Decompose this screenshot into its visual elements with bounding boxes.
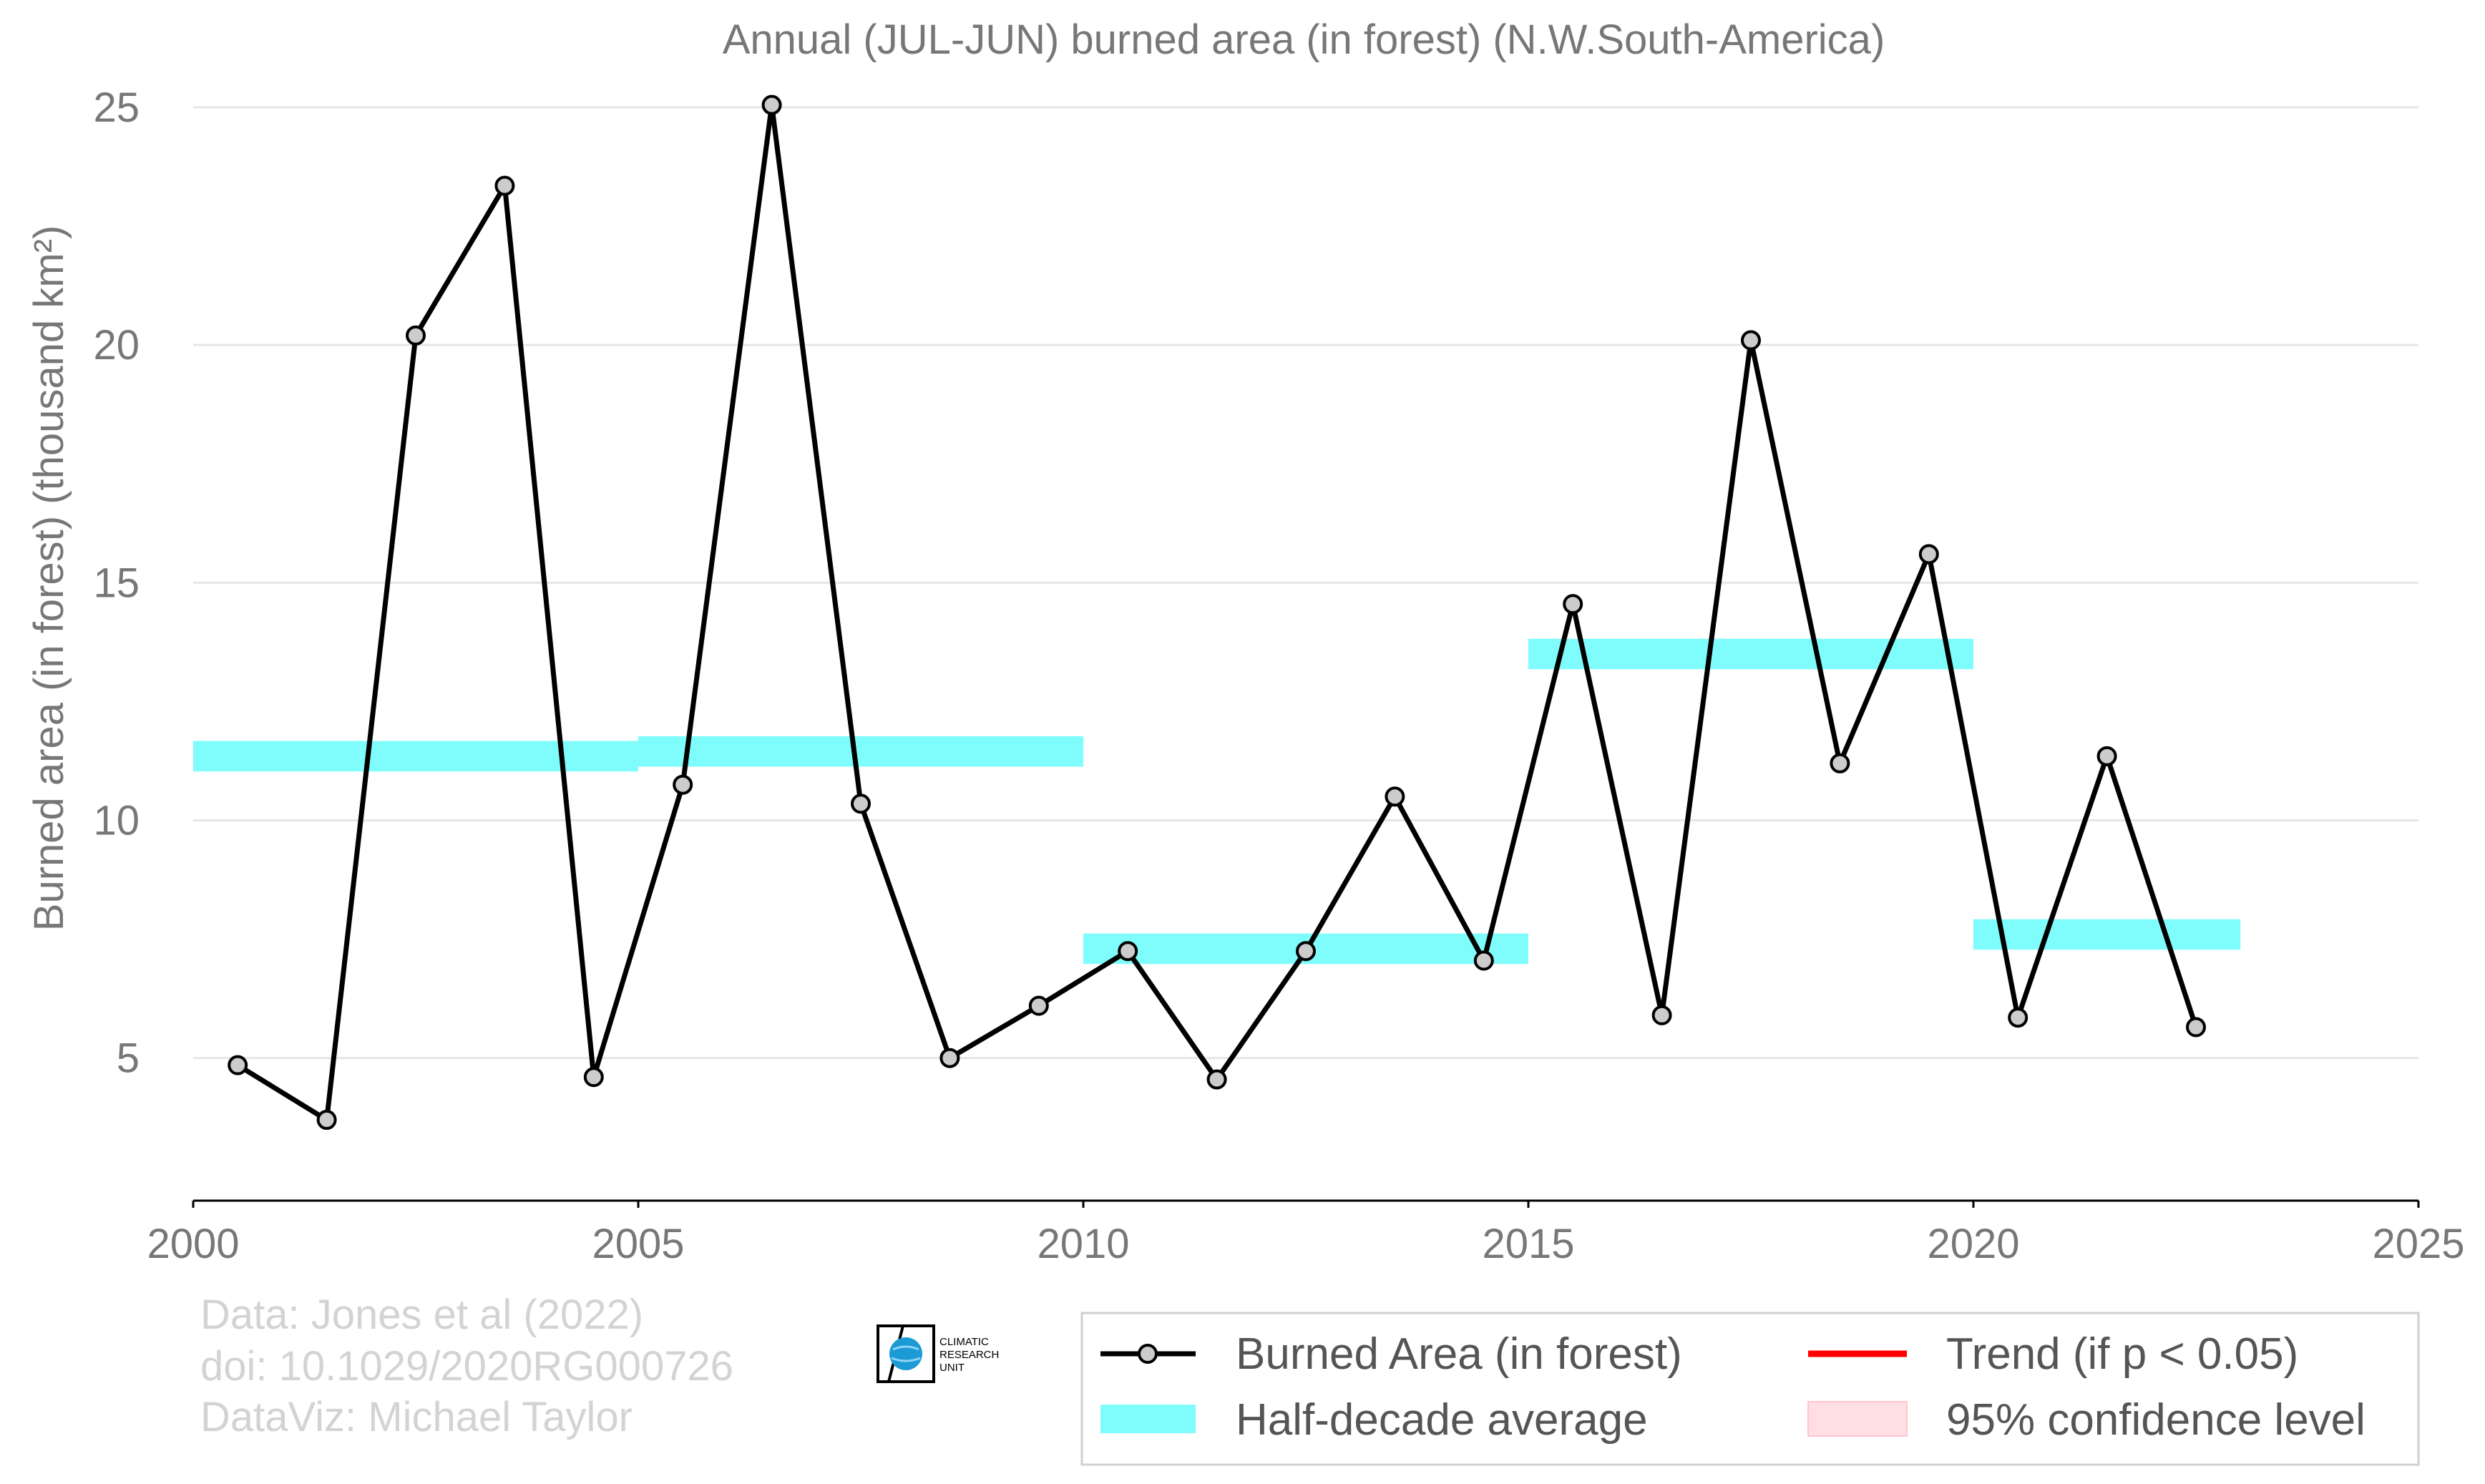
y-tick-label: 10 xyxy=(93,798,140,844)
data-point xyxy=(2186,1017,2206,1038)
x-tick-label: 2000 xyxy=(147,1221,239,1267)
y-axis-title: Burned area (in forest) (thousand km²) xyxy=(26,225,72,931)
legend-item-half-decade: Half-decade average xyxy=(1100,1395,1648,1445)
cru-logo: CLIMATIC RESEARCH UNIT xyxy=(877,1324,999,1383)
globe-icon xyxy=(889,1337,922,1370)
chart-title: Annual (JUL-JUN) burned area (in forest)… xyxy=(723,16,1885,63)
legend-label-confidence: 95% confidence level xyxy=(1946,1395,2366,1445)
burned-area-series xyxy=(236,102,2199,1123)
data-point xyxy=(2096,746,2117,766)
legend-label-burned-area: Burned Area (in forest) xyxy=(1236,1329,1682,1379)
y-tick-label: 20 xyxy=(93,322,140,368)
data-point xyxy=(1918,544,1939,565)
data-point xyxy=(939,1048,960,1068)
legend-label-half-decade: Half-decade average xyxy=(1236,1395,1648,1445)
credit-data-source: Data: Jones et al (2022) xyxy=(200,1292,643,1338)
data-point xyxy=(316,1110,337,1131)
burned-area-points xyxy=(228,94,2206,1131)
half-decade-band xyxy=(193,741,638,772)
data-point xyxy=(2008,1007,2028,1028)
x-tick-label: 2020 xyxy=(1927,1221,2019,1267)
data-point xyxy=(1563,594,1583,615)
logo-text-climatic: CLIMATIC xyxy=(939,1336,989,1348)
y-tick-labels: 5 10 15 20 25 xyxy=(93,84,140,1082)
data-point xyxy=(1741,330,1761,351)
logo-text-research: RESEARCH xyxy=(939,1349,999,1361)
data-point xyxy=(1206,1069,1227,1090)
legend-box xyxy=(1080,1312,2420,1466)
logo-text-unit: UNIT xyxy=(939,1362,965,1374)
x-tick-labels: 2000 2005 2010 2015 2020 2025 xyxy=(147,1221,2464,1267)
x-axis xyxy=(192,1199,2420,1208)
data-point xyxy=(583,1067,604,1088)
data-point xyxy=(1118,941,1138,962)
x-tick-label: 2015 xyxy=(1482,1221,1574,1267)
y-tick-label: 15 xyxy=(93,560,140,606)
y-tick-label: 25 xyxy=(93,84,140,131)
legend-item-burned-area: Burned Area (in forest) xyxy=(1100,1329,1682,1379)
data-point xyxy=(1028,995,1049,1016)
data-point xyxy=(494,175,515,196)
data-point xyxy=(761,94,782,115)
data-point xyxy=(1385,786,1405,807)
half-decade-band xyxy=(1973,919,2241,950)
credit-dataviz: DataViz: Michael Taylor xyxy=(200,1394,633,1440)
data-point xyxy=(851,794,871,814)
legend-label-trend: Trend (if p < 0.05) xyxy=(1946,1329,2298,1379)
credit-doi: doi: 10.1029/2020RG000726 xyxy=(200,1343,733,1390)
burned-area-line xyxy=(236,102,2199,1123)
y-tick-label: 5 xyxy=(117,1035,140,1082)
half-decade-bands xyxy=(193,638,2241,965)
legend: Burned Area (in forest) Trend (if p < 0.… xyxy=(1080,1312,2420,1466)
legend-item-confidence: 95% confidence level xyxy=(1807,1395,2366,1445)
legend-item-trend: Trend (if p < 0.05) xyxy=(1808,1329,2298,1379)
gridlines xyxy=(193,106,2418,1060)
half-decade-band xyxy=(638,736,1083,767)
half-decade-band xyxy=(1528,638,1973,670)
x-tick-label: 2025 xyxy=(2372,1221,2464,1267)
data-point xyxy=(406,325,426,346)
data-point xyxy=(1830,753,1850,773)
data-point xyxy=(1651,1005,1672,1025)
data-point xyxy=(673,774,693,795)
data-point xyxy=(1473,950,1494,971)
data-point xyxy=(228,1055,248,1075)
x-tick-label: 2010 xyxy=(1037,1221,1129,1267)
data-point xyxy=(1296,941,1316,962)
x-tick-label: 2005 xyxy=(592,1221,684,1267)
